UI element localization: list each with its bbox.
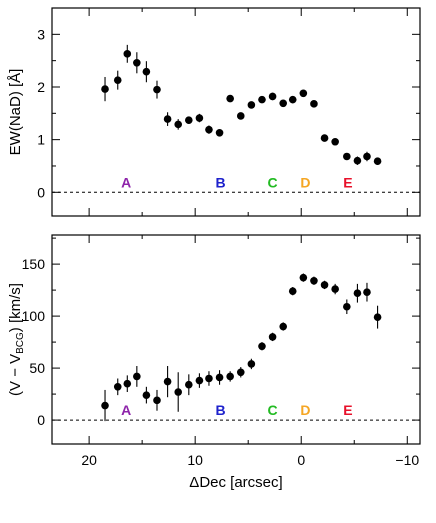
data-point — [142, 391, 151, 399]
data-point — [205, 125, 213, 134]
data-point — [279, 322, 287, 331]
data-point — [236, 368, 245, 377]
data-point — [363, 152, 371, 161]
data-point — [247, 360, 256, 368]
data-point — [195, 114, 204, 122]
data-point — [363, 288, 371, 296]
plot-frame — [51, 234, 421, 445]
y-tick-label: 0 — [37, 412, 45, 428]
x-axis-title: ΔDec [arcsec] — [189, 474, 282, 491]
y-tick-label: 1 — [37, 132, 45, 148]
data-point — [320, 281, 329, 289]
data-point — [343, 302, 351, 311]
data-point — [353, 289, 362, 298]
x-tick-label: 10 — [187, 452, 203, 468]
region-label-a: A — [121, 174, 131, 190]
data-point — [310, 100, 318, 108]
y-axis-title-subscript: BCG — [15, 332, 26, 354]
data-point — [133, 372, 141, 381]
region-label-c: C — [268, 174, 278, 190]
data-point — [101, 85, 109, 93]
region-label-e: E — [343, 402, 352, 418]
region-label-b: B — [216, 174, 226, 190]
y-axis-title: EW(NaD) [Å] — [7, 69, 24, 156]
y-tick-label: 3 — [37, 26, 45, 42]
data-point — [373, 313, 382, 321]
data-point — [288, 287, 297, 295]
data-point — [174, 120, 183, 129]
data-point — [174, 388, 183, 396]
y-axis-title: (V − VBCG) [km/s] — [7, 283, 26, 396]
data-point — [123, 379, 132, 388]
data-point — [226, 372, 234, 381]
x-tick-label: 20 — [81, 452, 97, 468]
data-point — [205, 374, 213, 383]
data-point — [279, 99, 287, 108]
data-point — [153, 396, 161, 405]
data-point — [101, 401, 109, 410]
data-point — [195, 376, 204, 385]
y-tick-label: 100 — [22, 308, 46, 324]
data-point — [153, 85, 161, 94]
region-label-c: C — [268, 402, 278, 418]
data-point — [258, 95, 266, 104]
data-point — [133, 58, 141, 67]
region-label-d: D — [300, 174, 310, 190]
data-point — [142, 67, 151, 76]
data-point — [113, 76, 122, 84]
data-point — [288, 95, 297, 104]
data-point — [215, 129, 224, 137]
data-point — [123, 50, 132, 58]
data-point — [215, 373, 224, 382]
data-point — [113, 383, 122, 391]
data-point — [353, 156, 362, 165]
data-point — [185, 380, 193, 389]
y-tick-label: 0 — [37, 184, 45, 200]
region-label-e: E — [343, 174, 352, 190]
y-tick-label: 2 — [37, 79, 45, 95]
x-tick-label: 0 — [297, 452, 305, 468]
data-point — [236, 112, 245, 120]
data-point — [226, 94, 234, 103]
region-label-a: A — [121, 402, 131, 418]
data-point — [373, 157, 382, 166]
data-point — [163, 377, 172, 386]
data-point — [320, 134, 329, 142]
y-tick-label: 50 — [29, 360, 45, 376]
data-point — [310, 276, 318, 285]
data-point — [268, 333, 277, 341]
region-label-b: B — [216, 402, 226, 418]
data-point — [247, 101, 256, 109]
y-axis-title-unit: ) [km/s] — [7, 283, 24, 332]
data-point — [163, 115, 172, 123]
data-point — [299, 89, 308, 98]
y-axis-title-main: (V − V — [7, 354, 24, 396]
panel-top-ew-nad: 0 1 2 3 EW(NaD) [Å] A B C D E — [7, 7, 421, 217]
region-label-d: D — [300, 402, 310, 418]
data-point — [185, 116, 193, 124]
data-point — [258, 342, 266, 351]
plot-frame — [51, 7, 421, 217]
data-point — [331, 137, 339, 146]
data-point — [268, 92, 277, 101]
data-point — [343, 152, 351, 161]
data-point — [331, 285, 339, 293]
data-point — [299, 273, 308, 282]
y-tick-label: 150 — [22, 256, 46, 272]
x-tick-label: −10 — [395, 452, 419, 468]
